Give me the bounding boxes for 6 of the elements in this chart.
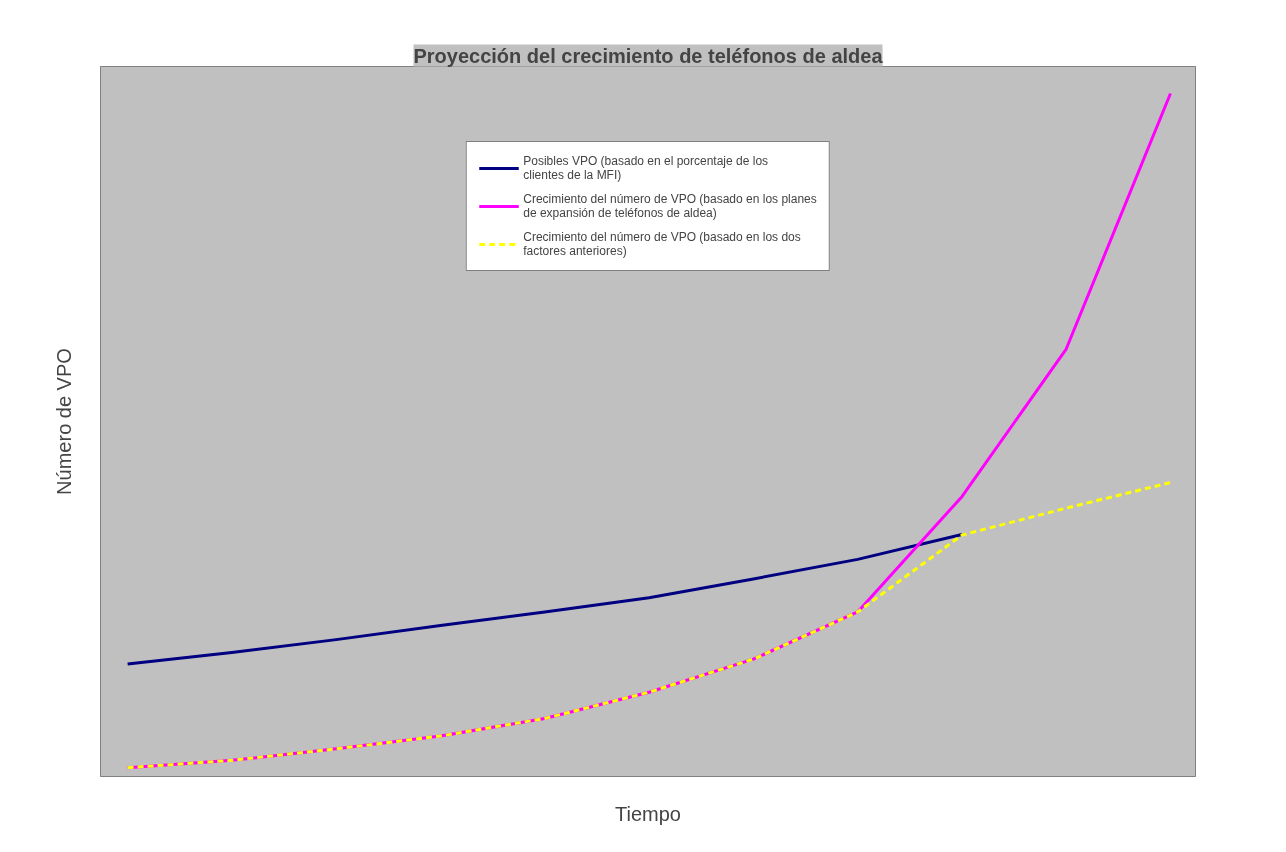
y-axis-title: Número de VPO: [52, 348, 75, 495]
legend-label: Crecimiento del número de VPO (basado en los planes de expansión de teléfonos de aldea): [523, 192, 817, 220]
legend-label: Posibles VPO (basado en el porcentaje de los clientes de la MFI): [523, 154, 769, 182]
x-axis-title: Tiempo: [615, 802, 681, 825]
legend-label: Crecimiento del número de VPO (basado en los dos factores anteriores): [523, 230, 801, 258]
chart-title: Proyección del crecimiento de teléfonos de aldea: [413, 44, 884, 67]
